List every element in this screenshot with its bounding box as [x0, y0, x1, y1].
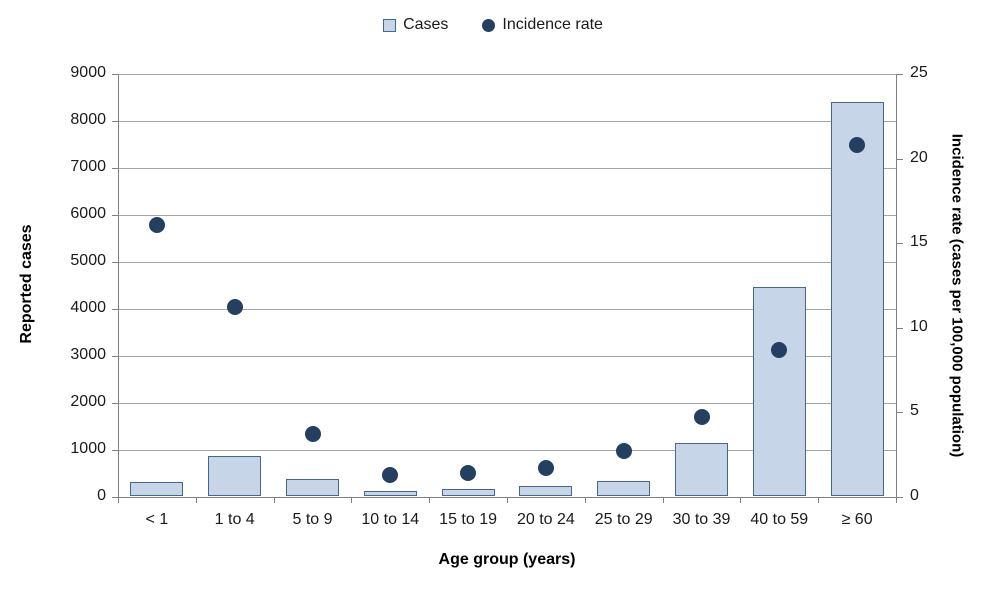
tick-mark: [896, 412, 903, 414]
bar: [441, 489, 495, 496]
bar: [208, 455, 262, 496]
tick-mark: [584, 497, 586, 503]
tick-mark: [112, 309, 118, 310]
x-axis-title: Age group (years): [438, 551, 576, 568]
tick-mark: [112, 497, 118, 498]
gridline: [118, 215, 896, 216]
data-point: [148, 216, 165, 233]
tick-mark: [273, 497, 275, 503]
data-point: [537, 460, 554, 477]
bar: [830, 102, 884, 496]
x-tick-label: 25 to 29: [594, 511, 653, 528]
x-tick-label: 30 to 39: [672, 511, 731, 528]
gridline: [118, 262, 896, 263]
x-tick-label: 40 to 59: [750, 511, 809, 528]
gridline: [118, 403, 896, 404]
y-left-tick-label: 2000: [70, 393, 106, 410]
y-left-tick-label: 5000: [70, 252, 106, 269]
y-left-tick-label: 7000: [70, 158, 106, 175]
gridline: [118, 309, 896, 310]
data-point: [382, 467, 399, 483]
bar: [286, 479, 339, 496]
tick-mark: [195, 497, 197, 503]
data-point: [849, 137, 866, 154]
y-left-tick-label: 0: [97, 487, 106, 504]
incidence-dot-icon: [482, 18, 496, 32]
x-tick-label: 20 to 24: [516, 511, 575, 528]
gridline: [118, 450, 896, 451]
bar: [597, 481, 651, 496]
tick-mark: [351, 497, 353, 503]
tick-mark: [112, 403, 118, 404]
x-tick-label: 15 to 19: [439, 511, 497, 528]
tick-mark: [896, 158, 903, 160]
tick-mark: [507, 497, 508, 503]
legend-label-incidence: Incidence rate: [502, 16, 603, 33]
cases-swatch-icon: [383, 18, 397, 32]
tick-mark: [429, 497, 431, 503]
bar: [675, 442, 728, 496]
tick-mark: [112, 262, 118, 263]
y-right-tick-label: 25: [910, 64, 928, 81]
tick-mark: [112, 450, 118, 451]
data-point: [693, 409, 710, 426]
tick-mark: [112, 74, 118, 75]
right-axis-title: Incidence rate (cases per 100,000 popula…: [948, 133, 966, 458]
legend-item-cases: Cases: [383, 16, 448, 34]
tick-mark: [112, 215, 118, 216]
bar: [752, 286, 806, 496]
tick-mark: [818, 497, 820, 503]
tick-mark: [896, 497, 897, 503]
x-tick-label: 1 to 4: [214, 511, 255, 528]
gridline: [118, 168, 896, 169]
legend-label-cases: Cases: [403, 16, 449, 33]
x-tick-label: 10 to 14: [361, 511, 420, 528]
tick-mark: [112, 356, 118, 357]
tick-mark: [740, 497, 742, 503]
y-left-tick-label: 1000: [70, 440, 106, 457]
tick-mark: [896, 243, 903, 245]
tick-mark: [112, 121, 118, 122]
data-point: [771, 341, 788, 358]
chart-legend: Cases Incidence rate: [0, 16, 986, 34]
data-point: [226, 299, 243, 316]
tick-mark: [662, 497, 664, 503]
data-point: [615, 443, 632, 460]
bar: [130, 481, 184, 496]
y-left-tick-label: 9000: [70, 64, 106, 81]
gridline: [118, 356, 896, 357]
axis-line: [118, 74, 119, 503]
y-right-tick-label: 0: [910, 487, 919, 504]
tick-mark: [896, 74, 903, 75]
y-right-tick-label: 5: [910, 402, 919, 420]
legend-item-incidence: Incidence rate: [482, 16, 603, 34]
axis-line: [112, 497, 896, 498]
y-left-tick-label: 8000: [70, 111, 106, 128]
y-left-tick-label: 6000: [70, 205, 106, 222]
data-point: [304, 426, 321, 443]
y-left-tick-label: 4000: [70, 299, 106, 316]
data-point: [460, 465, 477, 482]
bar: [363, 491, 417, 496]
axis-line: [896, 74, 897, 497]
y-right-tick-label: 15: [910, 233, 928, 251]
x-tick-label: ≥ 60: [841, 511, 873, 528]
gridline: [118, 121, 896, 122]
tick-mark: [896, 497, 903, 498]
y-right-tick-label: 20: [910, 148, 928, 166]
tick-mark: [112, 168, 118, 169]
tick-mark: [896, 327, 903, 329]
bar: [519, 486, 573, 496]
x-tick-label: 5 to 9: [292, 511, 333, 528]
y-left-tick-label: 3000: [70, 346, 106, 363]
gridline: [118, 74, 896, 75]
x-tick-label: < 1: [145, 511, 169, 528]
tick-mark: [118, 497, 119, 503]
y-right-tick-label: 10: [910, 317, 928, 335]
